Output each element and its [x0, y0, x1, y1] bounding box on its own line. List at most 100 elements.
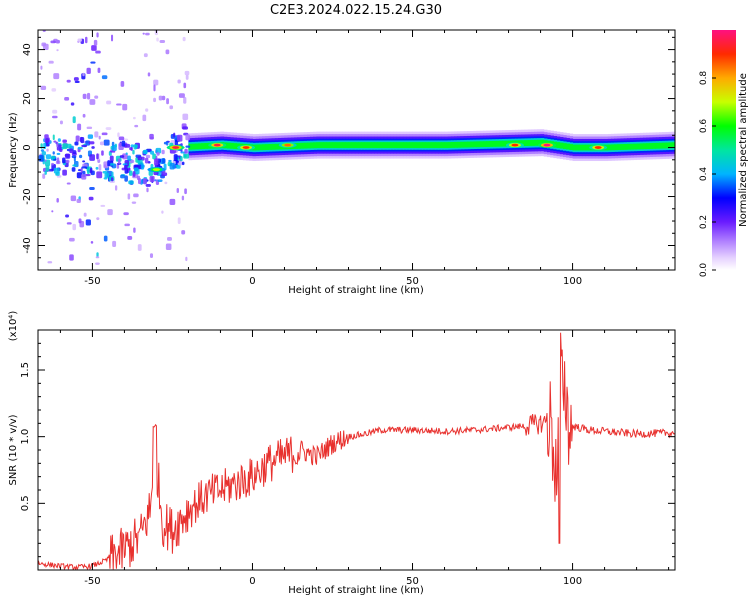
band-cell	[441, 142, 446, 149]
noise-cell	[71, 155, 77, 159]
noise-cell	[149, 175, 155, 182]
band-cell	[642, 143, 647, 150]
noise-cell	[178, 93, 185, 98]
noise-cell	[149, 133, 154, 140]
y-tick-label: -40	[22, 237, 33, 253]
band-cell	[530, 139, 535, 146]
noise-cell	[66, 182, 71, 185]
band-cell	[450, 142, 455, 148]
noise-cell	[159, 39, 166, 43]
noise-cell	[181, 230, 186, 235]
band-cell	[377, 142, 382, 149]
noise-cell	[168, 159, 172, 163]
noise-cell	[103, 161, 109, 169]
y-tick-label: 1.0	[20, 429, 31, 445]
band-cell	[198, 143, 202, 150]
noise-cell	[112, 240, 117, 248]
band-cell	[495, 140, 500, 147]
noise-cell	[96, 32, 99, 38]
band-cell	[412, 142, 417, 149]
noise-cell	[77, 146, 83, 150]
noise-cell	[183, 97, 187, 104]
band-cell	[556, 142, 561, 149]
band-cell	[470, 141, 474, 148]
noise-cell	[53, 73, 60, 80]
noise-cell	[181, 161, 185, 166]
noise-cell	[183, 152, 190, 159]
band-cell	[364, 142, 369, 149]
band-cell	[313, 142, 317, 149]
band-cell	[633, 143, 638, 150]
band-cell	[418, 142, 423, 149]
noise-cell	[101, 150, 104, 156]
noise-cell	[87, 92, 91, 100]
y-tick-label: 0.5	[20, 495, 31, 511]
band-cell	[498, 140, 503, 147]
band-cell	[572, 144, 577, 151]
noise-cell	[74, 141, 79, 146]
noise-cell	[181, 195, 185, 201]
band-cell	[191, 143, 196, 150]
band-cell	[274, 143, 279, 150]
band-cell	[617, 144, 622, 151]
band-cell	[566, 143, 570, 150]
noise-cell	[66, 143, 72, 149]
noise-cell	[109, 155, 114, 162]
noise-cell	[184, 188, 187, 195]
band-cell	[367, 142, 372, 149]
noise-cell	[164, 181, 168, 185]
band-cell	[358, 142, 362, 149]
band-cell	[486, 141, 490, 147]
band-cell	[322, 142, 327, 149]
noise-cell	[173, 154, 178, 161]
noise-cell	[51, 155, 56, 160]
band-cell	[386, 142, 391, 149]
noise-cell	[52, 109, 58, 114]
noise-cell	[133, 116, 136, 120]
noise-cell	[185, 145, 191, 148]
noise-cell	[124, 223, 130, 227]
band-cell	[370, 142, 375, 149]
band-cell	[540, 139, 545, 146]
noise-cell	[133, 144, 137, 150]
noise-cell	[147, 72, 151, 77]
band-cell	[607, 144, 612, 151]
noise-cell	[91, 146, 95, 149]
band-cell	[226, 142, 231, 149]
band-cell	[658, 142, 663, 149]
y-tick-label: 20	[22, 92, 33, 105]
x-tick-label: 50	[406, 276, 419, 287]
noise-cell	[56, 157, 60, 164]
snr-line	[38, 332, 675, 570]
noise-cell	[73, 77, 79, 81]
band-cell	[351, 142, 356, 149]
band-cell	[466, 141, 471, 148]
band-cell	[585, 144, 590, 151]
band-cell	[630, 143, 634, 150]
noise-cell	[95, 262, 100, 265]
band-cell	[662, 142, 666, 149]
noise-cell	[119, 155, 125, 158]
noise-cell	[85, 140, 91, 146]
spectrogram-ylabel: Frequency (Hz)	[8, 112, 19, 188]
noise-cell	[169, 198, 176, 205]
x-tick-label: 0	[249, 576, 255, 587]
noise-cell	[106, 100, 112, 105]
noise-cell	[96, 217, 100, 221]
spectral-peak	[594, 146, 602, 149]
noise-cell	[153, 84, 156, 92]
noise-cell	[174, 139, 179, 146]
noise-cell	[138, 162, 144, 165]
noise-cell	[82, 93, 87, 100]
noise-cell	[72, 116, 76, 124]
band-cell	[345, 142, 349, 149]
noise-cell	[51, 162, 55, 166]
noise-cell	[80, 167, 83, 174]
noise-cell	[98, 135, 101, 140]
noise-cell	[145, 154, 151, 159]
colorbar: 0.0 0.2 0.4 0.6 0.8 Normalized spectral ampl…	[699, 30, 749, 277]
noise-cell	[114, 185, 118, 191]
band-cell	[319, 142, 324, 149]
noise-cell	[176, 134, 183, 142]
band-cell	[482, 141, 487, 148]
